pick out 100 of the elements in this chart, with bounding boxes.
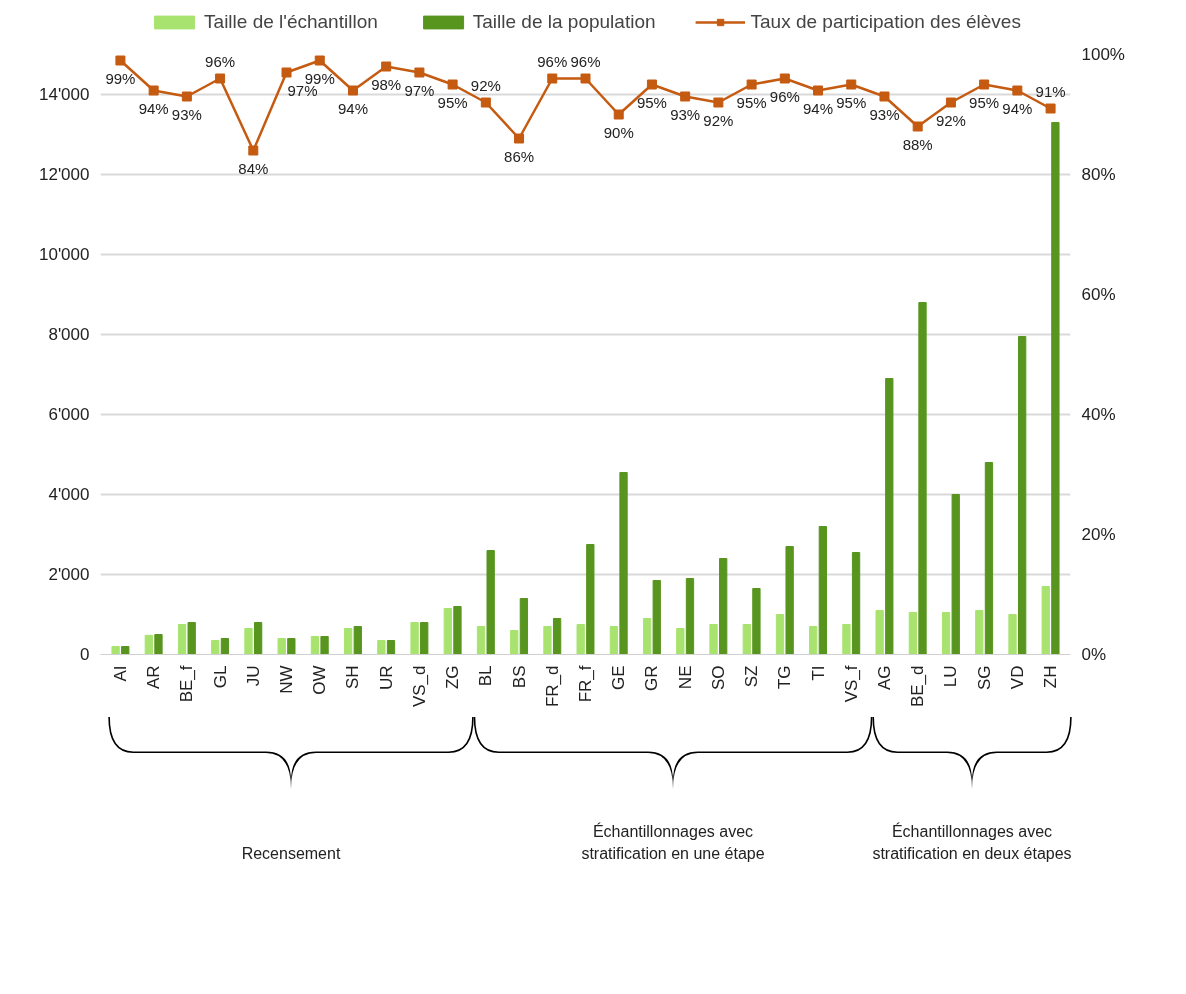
point	[480, 97, 491, 108]
bar	[818, 526, 828, 655]
bar	[310, 636, 320, 655]
point	[779, 73, 790, 84]
y-tick-label: 2'000	[48, 565, 90, 584]
y2-tick-label: 60%	[1081, 285, 1116, 304]
bar	[875, 610, 884, 655]
bar	[1008, 614, 1017, 655]
legend-label: Taille de l'échantillon	[204, 11, 378, 33]
bar	[343, 628, 353, 655]
bar	[543, 626, 552, 655]
y-tick-label: 6'000	[48, 405, 90, 424]
data-label: 95%	[736, 93, 767, 111]
bar	[177, 624, 187, 655]
data-label: 91%	[1035, 82, 1066, 100]
x-tick-label: ZH	[1041, 665, 1061, 689]
bar	[851, 552, 861, 655]
bar	[785, 546, 794, 655]
point	[846, 79, 857, 90]
bar	[809, 626, 818, 655]
bar	[386, 640, 396, 655]
point	[547, 73, 558, 84]
data-label: 95%	[636, 93, 667, 111]
data-label: 94%	[138, 99, 169, 117]
text: Échantillonnages avec stratification en deux étapes	[871, 821, 1073, 864]
bar	[552, 618, 562, 655]
bar	[719, 558, 728, 655]
point	[514, 133, 525, 144]
bar	[410, 622, 419, 655]
bar	[486, 550, 495, 655]
point	[945, 97, 956, 108]
y-tick-label: 14'000	[38, 85, 90, 104]
legend-label: Taille de la population	[472, 11, 656, 33]
bar	[918, 302, 927, 655]
bar	[443, 608, 452, 655]
data-label: 95%	[969, 93, 1000, 111]
data-label: 96%	[205, 52, 236, 70]
bar	[211, 640, 220, 655]
bar	[253, 622, 263, 655]
bar	[652, 580, 661, 655]
point	[613, 109, 624, 120]
y2-tick-label: 100%	[1081, 45, 1125, 64]
x-tick-label: SG	[974, 665, 994, 691]
x-tick-label: VS_f	[841, 665, 861, 703]
point	[1012, 85, 1023, 96]
point	[381, 61, 392, 72]
point	[447, 79, 458, 90]
bar	[287, 638, 296, 655]
data-label: 95%	[437, 93, 468, 111]
bar	[576, 624, 585, 655]
data-label: 99%	[304, 69, 335, 87]
x-tick-label: NW	[277, 665, 297, 694]
point	[646, 79, 657, 90]
x-tick-label: SH	[343, 665, 363, 690]
bar	[885, 378, 894, 655]
x-tick-label: BE_f	[177, 665, 197, 703]
bar	[1051, 122, 1060, 655]
data-label: 99%	[105, 69, 136, 87]
point	[248, 145, 259, 156]
text: Recensement	[240, 844, 342, 864]
point	[281, 67, 292, 78]
bar	[984, 462, 994, 655]
bar	[244, 628, 253, 655]
legend-label: Taux de participation des élèves	[750, 11, 1021, 33]
bar	[220, 638, 230, 655]
x-tick-label: BE_d	[908, 665, 928, 708]
x-tick-label: BS	[509, 665, 529, 689]
bar	[676, 628, 685, 655]
bar	[1018, 336, 1027, 655]
bar	[609, 626, 619, 655]
point	[181, 91, 192, 102]
bar	[377, 640, 386, 655]
bar	[476, 626, 486, 655]
bar	[320, 636, 329, 655]
bar	[154, 634, 163, 655]
bar	[144, 634, 153, 655]
bar	[842, 624, 851, 655]
point	[115, 55, 126, 66]
y2-tick-label: 40%	[1081, 405, 1116, 424]
bar	[111, 646, 120, 655]
bar	[951, 494, 960, 655]
bar	[1041, 586, 1050, 655]
x-tick-label: SZ	[742, 665, 762, 688]
x-tick-label: FR_d	[542, 665, 562, 708]
point	[879, 91, 890, 102]
point	[1045, 103, 1056, 114]
x-tick-label: AI	[110, 665, 130, 682]
bar	[586, 544, 595, 655]
point	[746, 79, 757, 90]
point	[215, 73, 226, 84]
point	[680, 91, 691, 102]
data-label: 90%	[603, 123, 634, 141]
x-tick-label: JU	[243, 665, 263, 687]
data-label: 96%	[570, 52, 601, 70]
data-label: 94%	[803, 99, 834, 117]
y-tick-label: 12'000	[38, 165, 90, 184]
point	[912, 121, 923, 132]
bar	[975, 610, 984, 655]
y-tick-label: 8'000	[48, 325, 90, 344]
bar	[752, 588, 761, 655]
